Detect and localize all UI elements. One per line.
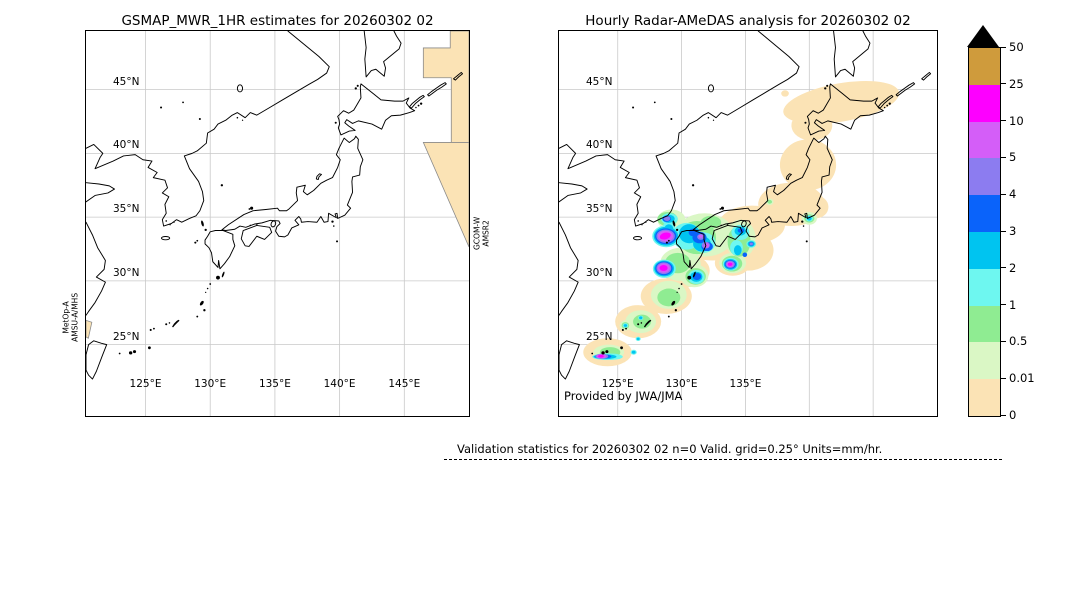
coastlines-use [86, 31, 464, 380]
colorbar-tick-mark [1001, 304, 1006, 306]
colorbar-segment [969, 305, 1000, 343]
colorbar-tick-label: 10 [1009, 113, 1024, 128]
colorbar-tick-mark [1001, 230, 1006, 232]
radar-amedas-map-panel: 45°N 40°N 35°N 30°N 25°N 125°E 130°E 135°E [558, 30, 938, 417]
colorbar-tick-label: 1 [1009, 297, 1017, 312]
colorbar-tick-mark [1001, 46, 1006, 48]
colorbar-tick-mark [1001, 156, 1006, 159]
colorbar-segment [969, 195, 1000, 232]
colorbar-tick-mark [1001, 120, 1006, 122]
colorbar-tick-mark [1001, 414, 1006, 416]
colorbar-tick-label: 25 [1009, 76, 1024, 91]
colorbar-segment [969, 268, 1000, 306]
gcomw-sensor-label-line1: GCOM-W [472, 216, 482, 250]
colorbar-segment [969, 121, 1000, 159]
footer-dashed-divider [444, 452, 1002, 460]
colorbar-tick-mark [1001, 83, 1006, 85]
lat-tick-label: 40°N [113, 139, 140, 152]
colorbar-tick-label: 5 [1009, 150, 1017, 165]
colorbar-tick-mark [1001, 340, 1006, 343]
colorbar-tick-label: 3 [1009, 224, 1017, 238]
lon-tick-label: 130°E [665, 378, 698, 390]
validation-statistics-text: Validation statistics for 20260302 02 n=… [457, 442, 883, 456]
colorbar-tick-label: 50 [1009, 40, 1024, 54]
lat-tick-label: 25°N [113, 330, 140, 343]
lon-tick-label: 140°E [323, 378, 356, 390]
lon-tick-label: 125°E [601, 378, 634, 390]
map-gridlines [86, 31, 469, 416]
radar-map-svg [559, 31, 937, 416]
lat-tick-label: 40°N [586, 139, 613, 152]
metop-sensor-label-line2: AMSU-A/MHS [71, 292, 80, 342]
lat-tick-label: 35°N [113, 203, 140, 216]
colorbar-segment [969, 84, 1000, 122]
lat-tick-label: 45°N [586, 75, 613, 88]
gsmap-estimates-map-panel: 45°N 40°N 35°N 30°N 25°N 125°E 130°E 135°E 140°E… [85, 30, 470, 417]
colorbar-segment [969, 379, 1000, 416]
colorbar-segment [969, 342, 1000, 380]
metop-sensor-label: MetOp-A AMSU-A/MHS [62, 242, 81, 392]
lat-tick-label: 45°N [113, 75, 140, 88]
lon-tick-label: 130°E [194, 378, 227, 390]
colorbar-tick-label: 0.5 [1009, 334, 1028, 349]
colorbar-segment [969, 48, 1000, 85]
gcomw-sensor-label: GCOM-W AMSR2 [473, 163, 492, 303]
lat-tick-label: 35°N [586, 203, 613, 216]
metop-sensor-label-line1: MetOp-A [61, 301, 71, 334]
colorbar-tick-mark [1001, 193, 1006, 195]
lat-tick-label: 25°N [586, 330, 613, 343]
gcomw-sensor-label-line2: AMSR2 [482, 220, 491, 247]
precipitation-overlay-use [583, 73, 903, 367]
colorbar-tick-label: 2 [1009, 260, 1017, 275]
colorbar-segment [969, 232, 1000, 269]
lat-tick-label: 30°N [586, 266, 613, 279]
colorbar-tick-label: 0.01 [1009, 371, 1035, 386]
colorbar-tick-label: 0 [1009, 408, 1017, 422]
lon-tick-label: 125°E [129, 378, 162, 390]
lon-tick-label: 135°E [729, 378, 762, 390]
colorbar-tick-mark [1001, 377, 1006, 379]
satellite-swath-use [86, 31, 469, 339]
lat-tick-label: 30°N [113, 266, 140, 279]
precipitation-colorbar [968, 47, 1001, 417]
right-panel-title: Hourly Radar-AMeDAS analysis for 2026030… [585, 13, 911, 29]
lon-tick-label: 145°E [388, 378, 421, 390]
gsmap-map-svg [86, 31, 469, 416]
left-panel-title: GSMAP_MWR_1HR estimates for 20260302 02 [121, 13, 434, 29]
colorbar-tick-label: 4 [1009, 187, 1017, 202]
colorbar-overflow-triangle-icon [967, 25, 999, 47]
colorbar-tick-mark [1001, 267, 1006, 269]
data-credit-label: Provided by JWA/JMA [564, 389, 683, 403]
colorbar-segment [969, 158, 1000, 196]
lon-tick-label: 135°E [258, 378, 291, 390]
